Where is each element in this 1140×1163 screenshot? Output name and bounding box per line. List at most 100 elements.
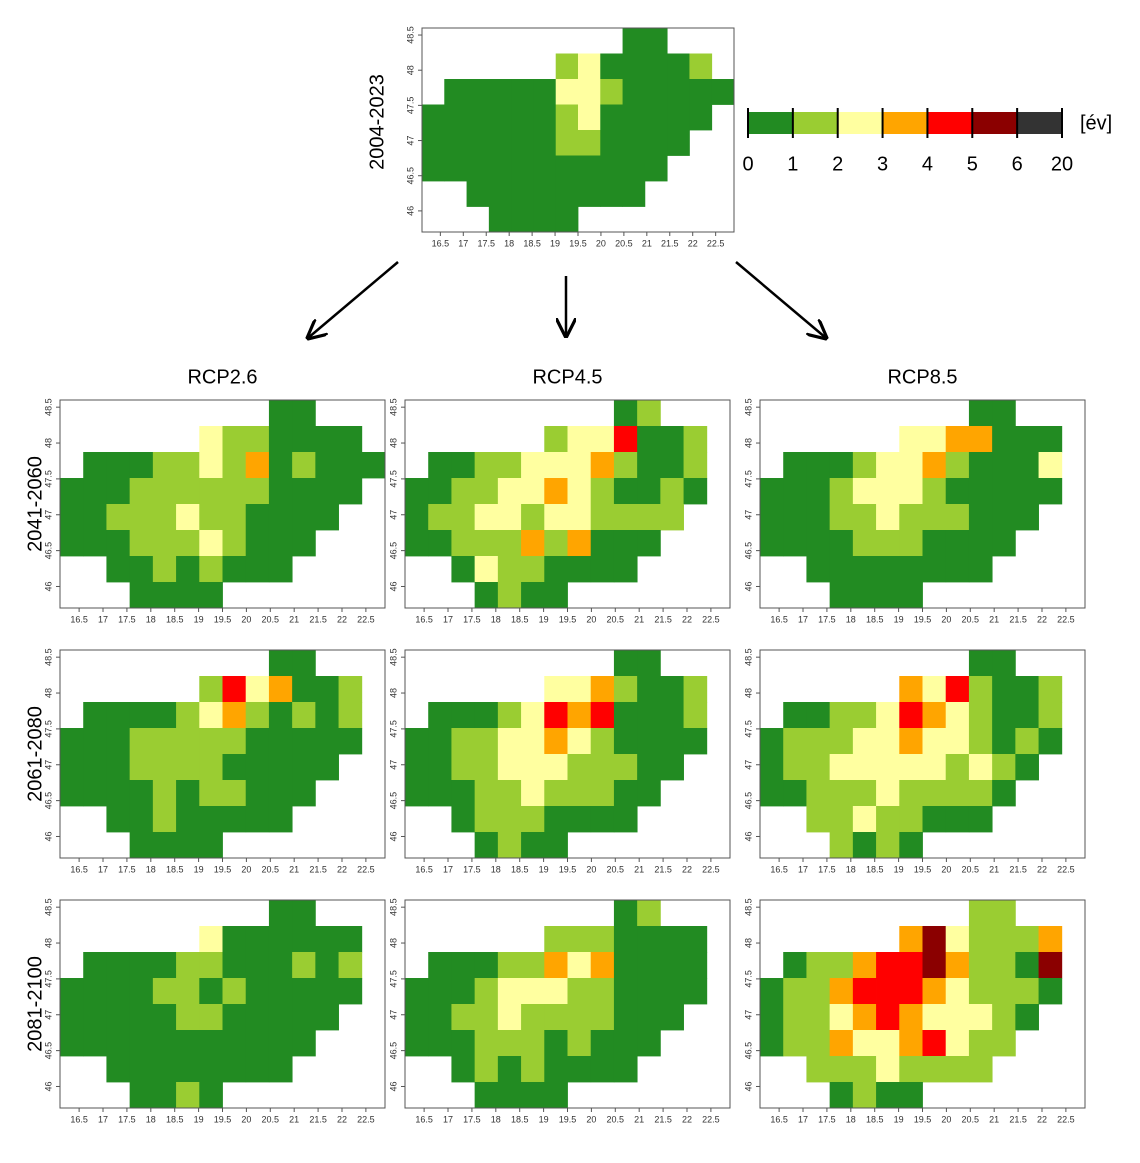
- grid-cell: [199, 780, 223, 807]
- grid-cell: [245, 452, 270, 479]
- grid-cell: [613, 1056, 638, 1083]
- grid-cell: [292, 978, 316, 1005]
- grid-cell: [852, 1030, 877, 1057]
- grid-cell: [644, 79, 668, 105]
- grid-cell: [622, 79, 646, 105]
- grid-cell: [992, 900, 1016, 927]
- x-tick-label: 18.5: [166, 864, 184, 874]
- grid-cell: [521, 702, 545, 729]
- grid-cell: [60, 504, 84, 531]
- grid-cell: [199, 702, 223, 729]
- grid-cell: [405, 530, 429, 557]
- y-tick-label: 46.5: [388, 542, 398, 560]
- x-tick-label: 22.5: [357, 614, 375, 624]
- y-tick-label: 47: [388, 510, 398, 520]
- grid-cell: [222, 452, 247, 479]
- x-tick-label: 22.5: [702, 614, 720, 624]
- grid-cell: [268, 1056, 293, 1083]
- grid-cell: [152, 952, 177, 979]
- grid-cell: [1038, 676, 1063, 703]
- grid-cell: [899, 978, 923, 1005]
- grid-cell: [1015, 978, 1039, 1005]
- y-tick-label: 47.5: [388, 470, 398, 488]
- x-tick-label: 21: [989, 1114, 999, 1124]
- grid-cell: [829, 832, 854, 859]
- grid-cell: [968, 1056, 993, 1083]
- grid-cell: [199, 530, 223, 557]
- grid-cell: [1015, 728, 1039, 755]
- grid-cell: [521, 1030, 545, 1057]
- y-tick-label: 48.5: [743, 898, 753, 916]
- grid-cell: [444, 130, 467, 156]
- y-tick-label: 47.5: [743, 720, 753, 738]
- grid-cell: [361, 452, 386, 479]
- grid-cell: [590, 754, 615, 781]
- grid-cell: [152, 452, 177, 479]
- grid-cell: [852, 478, 877, 505]
- grid-cell: [1038, 926, 1063, 953]
- grid-cell: [474, 978, 499, 1005]
- grid-cell: [590, 702, 615, 729]
- grid-cell: [567, 478, 592, 505]
- grid-cell: [899, 556, 923, 583]
- grid-cell: [176, 702, 200, 729]
- grid-cell: [544, 806, 568, 833]
- grid-cell: [637, 780, 661, 807]
- grid-cell: [176, 952, 200, 979]
- grid-cell: [945, 504, 970, 531]
- grid-cell: [622, 181, 646, 207]
- grid-cell: [451, 806, 476, 833]
- grid-cell: [292, 452, 316, 479]
- grid-cell: [292, 702, 316, 729]
- x-tick-label: 22.5: [702, 864, 720, 874]
- grid-cell: [428, 702, 452, 729]
- grid-cell: [600, 53, 623, 80]
- grid-cell: [760, 530, 784, 557]
- grid-cell: [315, 926, 339, 953]
- grid-cell: [637, 728, 661, 755]
- grid-cell: [945, 676, 970, 703]
- grid-cell: [660, 676, 684, 703]
- grid-cell: [590, 504, 615, 531]
- grid-cell: [544, 530, 568, 557]
- grid-cell: [829, 452, 854, 479]
- grid-cell: [829, 1082, 854, 1109]
- grid-cell: [292, 400, 316, 427]
- x-tick-label: 16.5: [415, 864, 433, 874]
- grid-cell: [428, 1004, 452, 1031]
- grid-cell: [222, 530, 247, 557]
- y-tick-label: 48: [743, 438, 753, 448]
- grid-cell: [176, 806, 200, 833]
- x-tick-label: 21.5: [654, 614, 672, 624]
- grid-cell: [315, 1004, 339, 1031]
- grid-cell: [428, 504, 452, 531]
- grid-cell: [60, 780, 84, 807]
- grid-cell: [760, 754, 784, 781]
- grid-cell: [451, 452, 476, 479]
- grid-cell: [992, 504, 1016, 531]
- grid-cell: [683, 926, 708, 953]
- grid-cell: [578, 104, 601, 131]
- grid-cell: [129, 504, 154, 531]
- grid-cell: [497, 478, 522, 505]
- x-tick-label: 17: [443, 864, 453, 874]
- grid-cell: [600, 104, 623, 131]
- grid-cell: [590, 676, 615, 703]
- grid-cell: [544, 780, 568, 807]
- grid-cell: [292, 754, 316, 781]
- grid-cell: [968, 400, 993, 427]
- grid-cell: [497, 582, 522, 609]
- grid-cell: [922, 504, 947, 531]
- grid-cell: [945, 780, 970, 807]
- grid-cell: [444, 155, 467, 182]
- y-tick-label: 46: [388, 1081, 398, 1091]
- grid-cell: [488, 130, 512, 156]
- y-tick-label: 47: [43, 1010, 53, 1020]
- grid-cell: [222, 504, 247, 531]
- grid-cell: [533, 79, 557, 105]
- grid-cell: [152, 978, 177, 1005]
- grid-cell: [852, 832, 877, 859]
- y-tick-label: 48: [743, 688, 753, 698]
- grid-cell: [544, 1030, 568, 1057]
- grid-cell: [451, 702, 476, 729]
